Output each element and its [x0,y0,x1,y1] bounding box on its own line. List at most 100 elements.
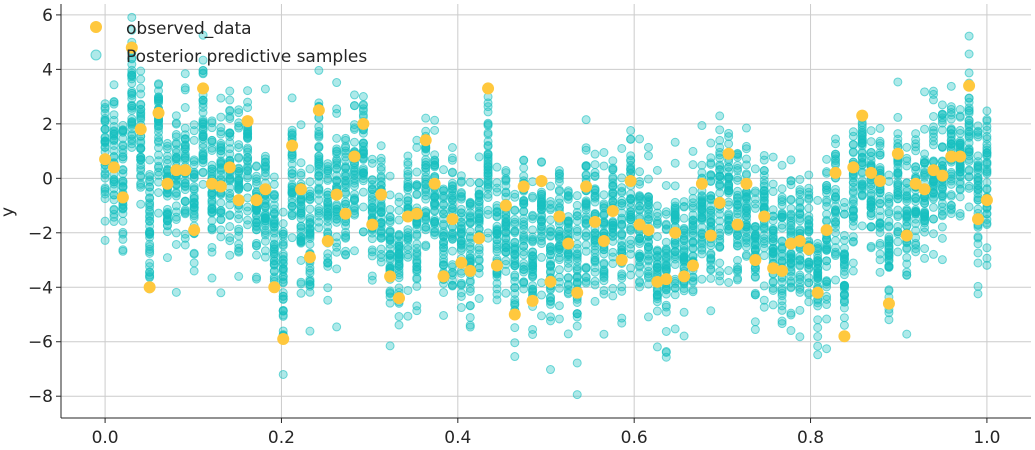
posterior-sample-point [652,342,662,352]
posterior-sample-point [946,167,956,177]
posterior-sample-point [884,250,894,260]
posterior-sample-point [955,111,965,121]
posterior-sample-point [688,146,698,156]
posterior-sample-point [216,170,226,180]
posterior-sample-point [180,151,190,161]
observed-data-point [722,147,735,160]
posterior-sample-point [697,274,707,284]
posterior-sample-point [225,183,235,193]
observed-data-point [393,292,406,305]
posterior-sample-point [795,274,805,284]
posterior-sample-point [430,192,440,202]
posterior-sample-point [724,215,734,225]
posterior-sample-point [456,245,466,255]
posterior-sample-point [225,200,235,210]
posterior-sample-point [162,227,172,237]
posterior-sample-point [982,106,992,116]
posterior-sample-point [973,181,983,191]
posterior-sample-point [519,163,529,173]
observed-data-point [508,308,521,321]
posterior-sample-point [305,326,315,336]
posterior-sample-point [884,262,894,272]
posterior-sample-point [341,152,351,162]
posterior-sample-point [964,31,974,41]
posterior-sample-point [804,203,814,213]
posterior-sample-point [928,140,938,150]
posterior-sample-point [626,134,636,144]
posterior-sample-point [358,138,368,148]
observed-data-point [882,297,895,310]
posterior-sample-point [724,226,734,236]
posterior-sample-point [251,225,261,235]
posterior-sample-point [189,248,199,258]
posterior-sample-point [287,233,297,243]
posterior-sample-point [715,241,725,251]
posterior-sample-point [421,157,431,167]
posterior-sample-point [617,236,627,246]
posterior-sample-point [519,247,529,257]
observed-data-point [250,194,263,207]
posterior-sample-point [376,249,386,259]
posterior-sample-point [376,157,386,167]
posterior-sample-point [439,186,449,196]
posterior-sample-point [269,247,279,257]
posterior-sample-point [866,126,876,136]
posterior-sample-point [545,312,555,322]
posterior-sample-point [180,182,190,192]
y-tick-label: −8 [28,387,53,407]
observed-data-point [544,275,557,288]
posterior-sample-point [260,221,270,231]
posterior-sample-point [447,232,457,242]
posterior-sample-point [528,247,538,257]
posterior-sample-point [964,138,974,148]
posterior-sample-point [670,181,680,191]
posterior-sample-point [412,229,422,239]
posterior-sample-point [911,206,921,216]
posterior-sample-point [207,160,217,170]
posterior-sample-point [403,311,413,321]
observed-data-point [366,218,379,231]
observed-data-point [348,150,361,163]
posterior-sample-point [296,221,306,231]
observed-data-point [669,226,682,239]
posterior-sample-point [109,184,119,194]
posterior-sample-point [750,164,760,174]
posterior-sample-point [483,193,493,203]
posterior-sample-point [857,168,867,178]
posterior-sample-point [973,127,983,137]
posterior-sample-point [982,243,992,253]
posterior-sample-point [964,181,974,191]
observed-data-point [526,294,539,307]
posterior-sample-point [822,154,832,164]
posterior-sample-point [545,365,555,375]
observed-data-point [179,164,192,177]
observed-data-point [357,117,370,130]
posterior-sample-point [724,132,734,142]
x-tick-label: 1.0 [973,428,1000,448]
posterior-sample-point [679,307,689,317]
posterior-sample-point [875,141,885,151]
posterior-sample-point [652,290,662,300]
posterior-sample-point [946,191,956,201]
observed-data-point [535,175,548,188]
posterior-sample-point [928,111,938,121]
posterior-sample-point [706,208,716,218]
posterior-sample-point [145,169,155,179]
posterior-sample-point [162,141,172,151]
posterior-sample-point [599,266,609,276]
posterior-sample-point [902,156,912,166]
posterior-sample-point [109,80,119,90]
posterior-sample-point [822,183,832,193]
posterior-sample-point [635,191,645,201]
posterior-sample-point [581,197,591,207]
posterior-sample-point [207,196,217,206]
posterior-sample-point [911,214,921,224]
posterior-sample-point [839,197,849,207]
posterior-sample-point [243,215,253,225]
posterior-sample-point [982,220,992,230]
posterior-sample-point [902,270,912,280]
posterior-sample-point [225,86,235,96]
posterior-sample-point [697,191,707,201]
posterior-sample-point [421,180,431,190]
posterior-sample-point [260,151,270,161]
